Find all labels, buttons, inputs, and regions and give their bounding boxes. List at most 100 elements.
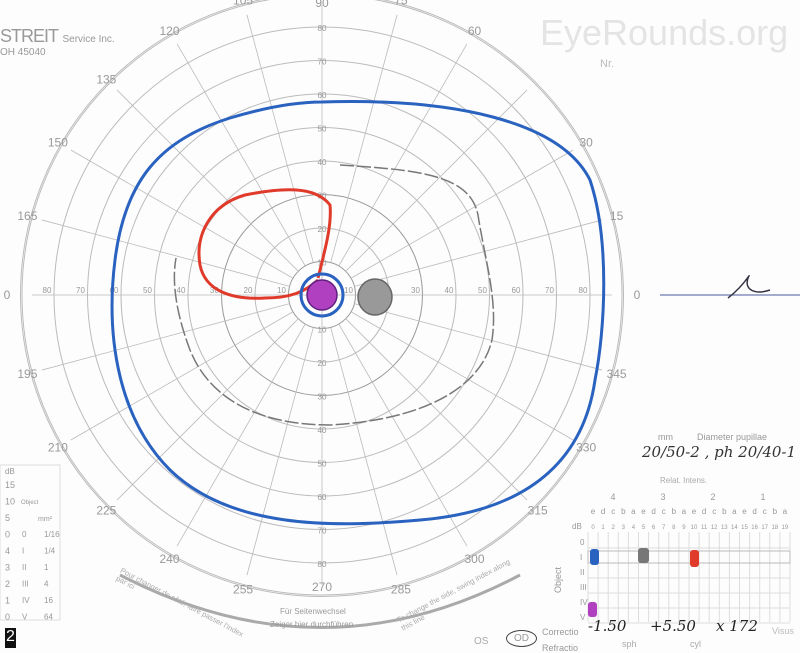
ecc-label-60: 60: [110, 286, 119, 295]
central-isopter-V4e: [306, 279, 338, 311]
intensity-letter: d: [601, 507, 605, 516]
pupil-mm-label: mm: [658, 432, 673, 442]
legend-object: II: [22, 563, 26, 572]
intensity-letter: c: [662, 507, 666, 516]
legend-db-label: dB: [5, 467, 15, 476]
meridian-60: [338, 43, 468, 267]
object-row-0: 0: [580, 538, 585, 547]
meridian-105: [246, 14, 314, 263]
meridian-label-60: 60: [468, 24, 482, 38]
ecc-label-30: 30: [411, 286, 420, 295]
visus-label: Visus: [772, 626, 794, 636]
meridian-label-15: 15: [610, 209, 624, 223]
meridian-345: [354, 303, 603, 371]
db-value: 2: [612, 525, 616, 531]
meridian-label-255: 255: [233, 583, 253, 597]
meridian-label-285: 285: [391, 583, 411, 597]
legend-db: 5: [5, 513, 10, 523]
ecc-label-20: 20: [318, 359, 327, 368]
db-value: 17: [761, 525, 768, 531]
intensity-letter: a: [783, 507, 788, 516]
legend-object: IV: [22, 596, 30, 605]
legend-db: 0: [5, 612, 10, 622]
ecc-label-10: 10: [318, 326, 327, 335]
db-value: 4: [632, 525, 636, 531]
mark-III4e: [638, 548, 649, 563]
isopter-III4e: [173, 164, 495, 426]
legend-object: V: [22, 613, 28, 622]
legend-mm: 1: [44, 563, 49, 572]
mark-I4e: [690, 550, 699, 567]
meridian-15: [354, 219, 603, 287]
cyl-label: cyl: [690, 639, 701, 649]
central-isopter-ring: [299, 272, 345, 318]
meridian-label-225: 225: [96, 504, 116, 518]
intensity-letter: b: [672, 507, 677, 516]
intensity-letter: c: [712, 507, 716, 516]
meridian-label-0: 0: [634, 288, 641, 302]
legend-mm: 1/4: [44, 547, 56, 556]
german-instruction-1: Für Seitenwechsel: [280, 607, 346, 616]
legend-db: 2: [5, 579, 10, 589]
db-value: 19: [782, 525, 789, 531]
legend-db: 0: [5, 530, 10, 540]
meridian-330: [350, 311, 574, 441]
ecc-label-40: 40: [318, 426, 327, 435]
object-axis-label: Object: [553, 566, 564, 594]
legend-db: 3: [5, 563, 10, 573]
scotoma-gray: [357, 278, 393, 316]
meridian-label-330: 330: [576, 441, 596, 455]
legend-db: 4: [5, 546, 10, 556]
meridian-label-300: 300: [464, 552, 484, 566]
ecc-label-80: 80: [579, 286, 588, 295]
intensity-letter: c: [763, 507, 767, 516]
pupil-label: Diameter pupillae: [697, 432, 768, 442]
ecc-label-30: 30: [318, 393, 327, 402]
legend-db: 15: [5, 480, 15, 490]
db-value: 14: [731, 525, 738, 531]
ecc-label-70: 70: [545, 286, 554, 295]
ecc-label-40: 40: [318, 158, 327, 167]
watermark: EyeRounds.org: [540, 12, 789, 53]
meridian-label-180: 0: [4, 288, 11, 302]
os-option[interactable]: OS: [474, 636, 489, 647]
meridian-240: [176, 323, 306, 547]
od-option-circled[interactable]: OD: [506, 630, 537, 647]
meridian-210: [70, 311, 294, 441]
mark-V4e-center: [588, 602, 597, 617]
meridian-label-315: 315: [528, 504, 548, 518]
sph-value: -1.50: [588, 617, 627, 635]
meridian-label-90: 90: [315, 0, 329, 10]
meridian-75: [330, 14, 398, 263]
ecc-label-80: 80: [318, 24, 327, 33]
eccentricity-circle-90: [20, 0, 624, 597]
meridian-300: [338, 323, 468, 547]
ecc-label-70: 70: [76, 286, 85, 295]
meridian-label-210: 210: [48, 441, 68, 455]
intensity-group-2: 2: [710, 492, 715, 502]
meridian-45: [345, 89, 528, 272]
meridian-label-135: 135: [96, 72, 116, 86]
meridian-label-195: 195: [17, 367, 37, 381]
ecc-label-50: 50: [143, 286, 152, 295]
intensity-letter: e: [641, 507, 646, 516]
db-label: dB: [572, 522, 582, 531]
intensity-letter: c: [611, 507, 615, 516]
db-value: 9: [682, 525, 686, 531]
ecc-label-40: 40: [445, 286, 454, 295]
intensity-letter: a: [631, 507, 636, 516]
legend-object: I: [22, 547, 24, 556]
intensity-letter: b: [621, 507, 626, 516]
object-row-I: I: [580, 553, 582, 562]
meridian-30: [350, 149, 574, 279]
meridian-195: [41, 303, 290, 371]
ecc-label-10: 10: [344, 286, 353, 295]
ecc-label-80: 80: [318, 560, 327, 569]
page-number: 2: [5, 628, 16, 648]
meridian-label-30: 30: [579, 136, 593, 150]
legend-table: [0, 464, 61, 621]
object-row-III: III: [580, 583, 587, 592]
ecc-label-40: 40: [177, 286, 186, 295]
meridian-label-120: 120: [159, 24, 179, 38]
